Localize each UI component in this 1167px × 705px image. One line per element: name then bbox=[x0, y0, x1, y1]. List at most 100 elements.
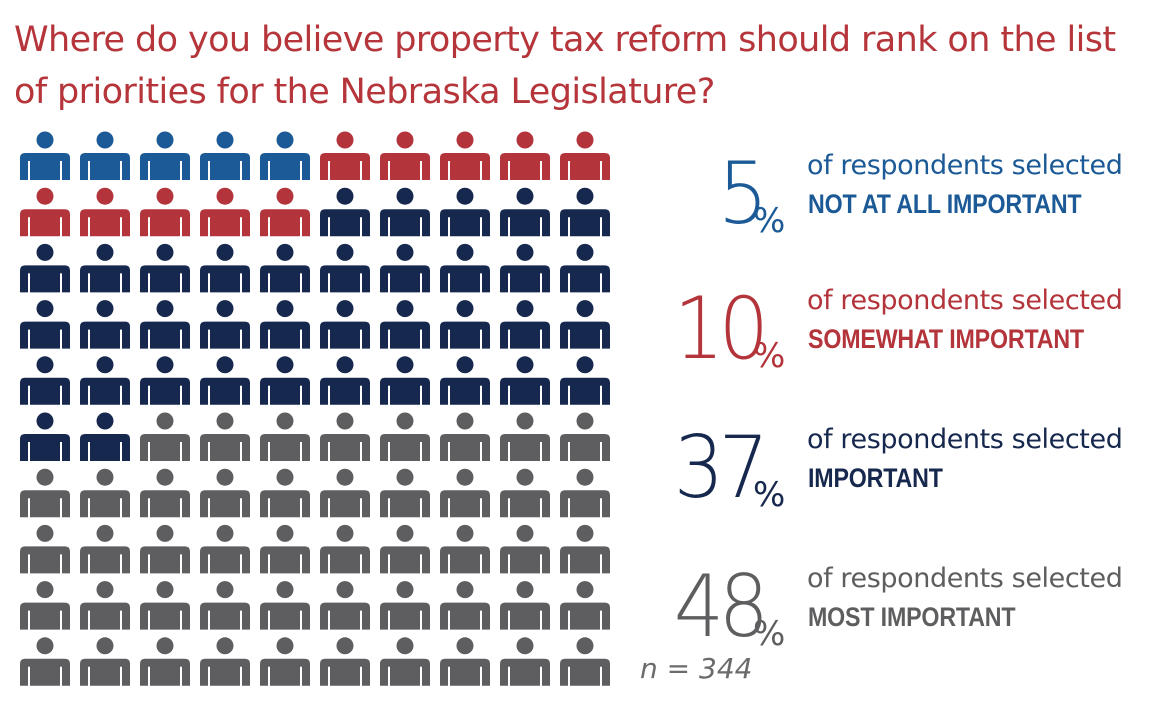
person-icon-most-important bbox=[80, 637, 130, 686]
person-icon-important bbox=[20, 243, 70, 293]
person-icon-important bbox=[140, 300, 190, 349]
person-icon-important bbox=[440, 356, 490, 405]
person-icon-most-important bbox=[500, 468, 550, 518]
person-icon-important bbox=[20, 300, 70, 349]
person-icon-important bbox=[200, 300, 250, 349]
stat-category-label: NOT AT ALL IMPORTANT bbox=[808, 189, 1082, 219]
stat-lead-text: of respondents selected bbox=[807, 150, 1123, 181]
person-icon-most-important bbox=[140, 412, 190, 461]
person-icon-most-important bbox=[260, 412, 310, 461]
person-icon-most-important bbox=[320, 637, 370, 686]
person-icon-most-important bbox=[560, 637, 610, 686]
person-icon-important bbox=[440, 187, 490, 237]
person-icon-most-important bbox=[560, 581, 610, 630]
person-icon-important bbox=[140, 243, 190, 293]
person-icon-most-important bbox=[140, 524, 190, 574]
person-icon-important bbox=[500, 187, 550, 237]
person-icon-not-at-all-important bbox=[260, 131, 310, 180]
person-icon-important bbox=[80, 412, 130, 461]
person-icon-most-important bbox=[500, 412, 550, 461]
person-icon-most-important bbox=[140, 581, 190, 630]
person-icon-important bbox=[560, 187, 610, 237]
person-icon-most-important bbox=[200, 524, 250, 574]
person-icon-important bbox=[320, 243, 370, 293]
stat-important: 37 % of respondents selected IMPORTANT bbox=[620, 409, 1150, 519]
person-icon-most-important bbox=[200, 468, 250, 518]
stat-percent-sign: % bbox=[753, 475, 786, 515]
person-icon-important bbox=[560, 356, 610, 405]
person-icon-somewhat-important bbox=[260, 187, 310, 237]
stat-percent-sign: % bbox=[753, 614, 786, 654]
person-icon-important bbox=[200, 356, 250, 405]
person-icon-important bbox=[80, 300, 130, 349]
person-icon-most-important bbox=[200, 412, 250, 461]
person-icon-important bbox=[380, 300, 430, 349]
person-icon-important bbox=[320, 187, 370, 237]
person-icon-most-important bbox=[20, 468, 70, 518]
pictograph-grid bbox=[20, 131, 610, 686]
stat-value: 37 bbox=[673, 418, 768, 518]
person-icon-important bbox=[200, 243, 250, 293]
person-icon-most-important bbox=[80, 468, 130, 518]
person-icon-most-important bbox=[440, 468, 490, 518]
person-icon-most-important bbox=[560, 412, 610, 461]
person-icon-most-important bbox=[20, 581, 70, 630]
person-icon-most-important bbox=[20, 524, 70, 574]
person-icon-important bbox=[380, 356, 430, 405]
stat-somewhat-important: 10 % of respondents selected SOMEWHAT IM… bbox=[620, 270, 1150, 380]
stat-most-important: 48 % of respondents selected MOST IMPORT… bbox=[620, 548, 1150, 658]
person-icon-important bbox=[440, 300, 490, 349]
person-icon-important bbox=[380, 187, 430, 237]
person-icon-important bbox=[20, 356, 70, 405]
person-icon-most-important bbox=[440, 524, 490, 574]
person-icon-important bbox=[500, 300, 550, 349]
stat-not-at-all-important: 5 % of respondents selected NOT AT ALL I… bbox=[620, 135, 1150, 245]
person-icon-important bbox=[320, 356, 370, 405]
person-icon-most-important bbox=[260, 468, 310, 518]
person-icon-most-important bbox=[320, 468, 370, 518]
person-icon-important bbox=[500, 356, 550, 405]
person-icon-important bbox=[260, 356, 310, 405]
person-icon-important bbox=[260, 300, 310, 349]
person-icon-most-important bbox=[80, 524, 130, 574]
person-icon-important bbox=[500, 243, 550, 293]
person-icon-most-important bbox=[440, 581, 490, 630]
stat-category-label: IMPORTANT bbox=[808, 463, 943, 493]
stat-lead-text: of respondents selected bbox=[807, 285, 1123, 316]
person-icon-important bbox=[80, 243, 130, 293]
person-icon-most-important bbox=[320, 524, 370, 574]
person-icon-somewhat-important bbox=[320, 131, 370, 180]
person-icon-most-important bbox=[260, 637, 310, 686]
person-icon-most-important bbox=[380, 468, 430, 518]
person-icon-most-important bbox=[140, 637, 190, 686]
person-icon-important bbox=[320, 300, 370, 349]
person-icon-important bbox=[20, 412, 70, 461]
person-icon-somewhat-important bbox=[560, 131, 610, 180]
stat-category-label: MOST IMPORTANT bbox=[808, 602, 1016, 632]
stat-lead-text: of respondents selected bbox=[807, 563, 1123, 594]
person-icon-most-important bbox=[320, 412, 370, 461]
person-icon-most-important bbox=[380, 581, 430, 630]
person-icon-most-important bbox=[560, 524, 610, 574]
person-icon-most-important bbox=[20, 637, 70, 686]
person-icon-most-important bbox=[200, 637, 250, 686]
person-icon-most-important bbox=[200, 581, 250, 630]
person-icon-most-important bbox=[380, 412, 430, 461]
person-icon-somewhat-important bbox=[140, 187, 190, 237]
person-icon-most-important bbox=[380, 524, 430, 574]
person-icon-important bbox=[380, 243, 430, 293]
person-icon-most-important bbox=[440, 412, 490, 461]
person-icon-somewhat-important bbox=[380, 131, 430, 180]
person-icon-most-important bbox=[440, 637, 490, 686]
person-icon-important bbox=[140, 356, 190, 405]
stat-category-label: SOMEWHAT IMPORTANT bbox=[808, 324, 1084, 354]
person-icon-not-at-all-important bbox=[20, 131, 70, 180]
person-icon-most-important bbox=[320, 581, 370, 630]
person-icon-most-important bbox=[380, 637, 430, 686]
person-icon-important bbox=[440, 243, 490, 293]
sample-size-note: n = 344 bbox=[640, 652, 753, 685]
person-icon-important bbox=[80, 356, 130, 405]
person-icon-most-important bbox=[500, 637, 550, 686]
person-icon-most-important bbox=[260, 524, 310, 574]
person-icon-most-important bbox=[140, 468, 190, 518]
